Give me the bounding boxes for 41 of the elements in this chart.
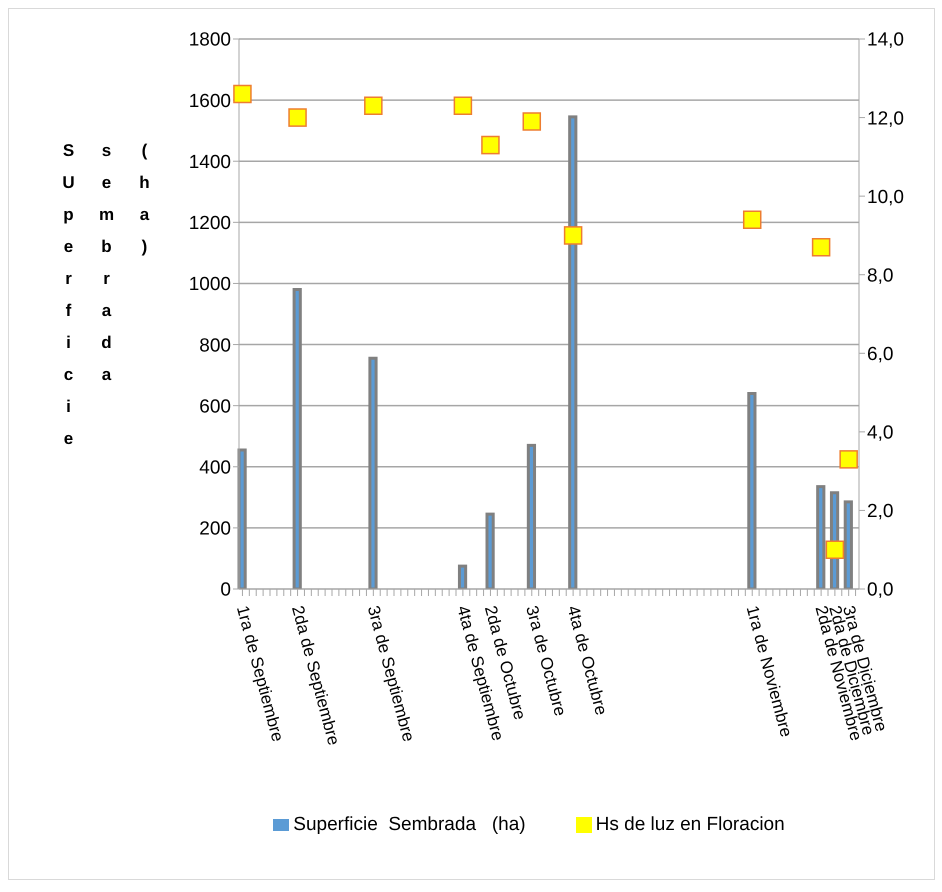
y2-tick-label: 8,0 — [867, 265, 894, 286]
bar — [844, 500, 853, 589]
point — [564, 226, 582, 245]
y-tick-label: 1000 — [188, 274, 231, 296]
y-tick-label: 0 — [220, 580, 231, 601]
y-axis-title: SUperficie sembrada (ha) — [58, 141, 155, 461]
legend-label: Superficie Sembrada (ha) — [293, 814, 526, 835]
y2-tick-label: 12,0 — [867, 108, 904, 130]
y2-tick-label: 4,0 — [867, 422, 894, 444]
bar — [486, 512, 495, 589]
point — [742, 210, 762, 229]
y-tick-label: 1400 — [188, 152, 231, 173]
y2-tick-label: 0,0 — [867, 580, 894, 601]
legend-label: Hs de luz en Floracion — [596, 814, 785, 835]
bar — [368, 356, 378, 589]
y2-tick-label: 10,0 — [867, 186, 904, 208]
point — [288, 108, 307, 127]
point — [826, 540, 844, 559]
point — [522, 112, 542, 131]
bar — [458, 564, 468, 589]
bar — [526, 444, 536, 589]
bar — [747, 392, 756, 589]
y-tick-label: 1200 — [188, 213, 231, 234]
bar — [568, 115, 578, 589]
y2-tick-label: 2,0 — [867, 501, 894, 522]
point — [454, 96, 472, 116]
point — [812, 238, 830, 256]
y2-tick-label: 14,0 — [867, 30, 904, 51]
y-tick-label: 200 — [199, 518, 231, 540]
point — [364, 96, 383, 116]
bar — [816, 485, 826, 589]
y-tick-label: 600 — [199, 396, 231, 418]
point — [233, 84, 252, 104]
y2-tick-label: 6,0 — [867, 344, 894, 366]
point — [839, 450, 858, 469]
y-tick-label: 400 — [199, 458, 231, 479]
y-tick-label: 1800 — [188, 30, 231, 51]
y-tick-label: 800 — [199, 335, 231, 356]
bar — [292, 288, 302, 589]
point — [481, 136, 500, 154]
y-tick-label: 1600 — [188, 90, 231, 112]
